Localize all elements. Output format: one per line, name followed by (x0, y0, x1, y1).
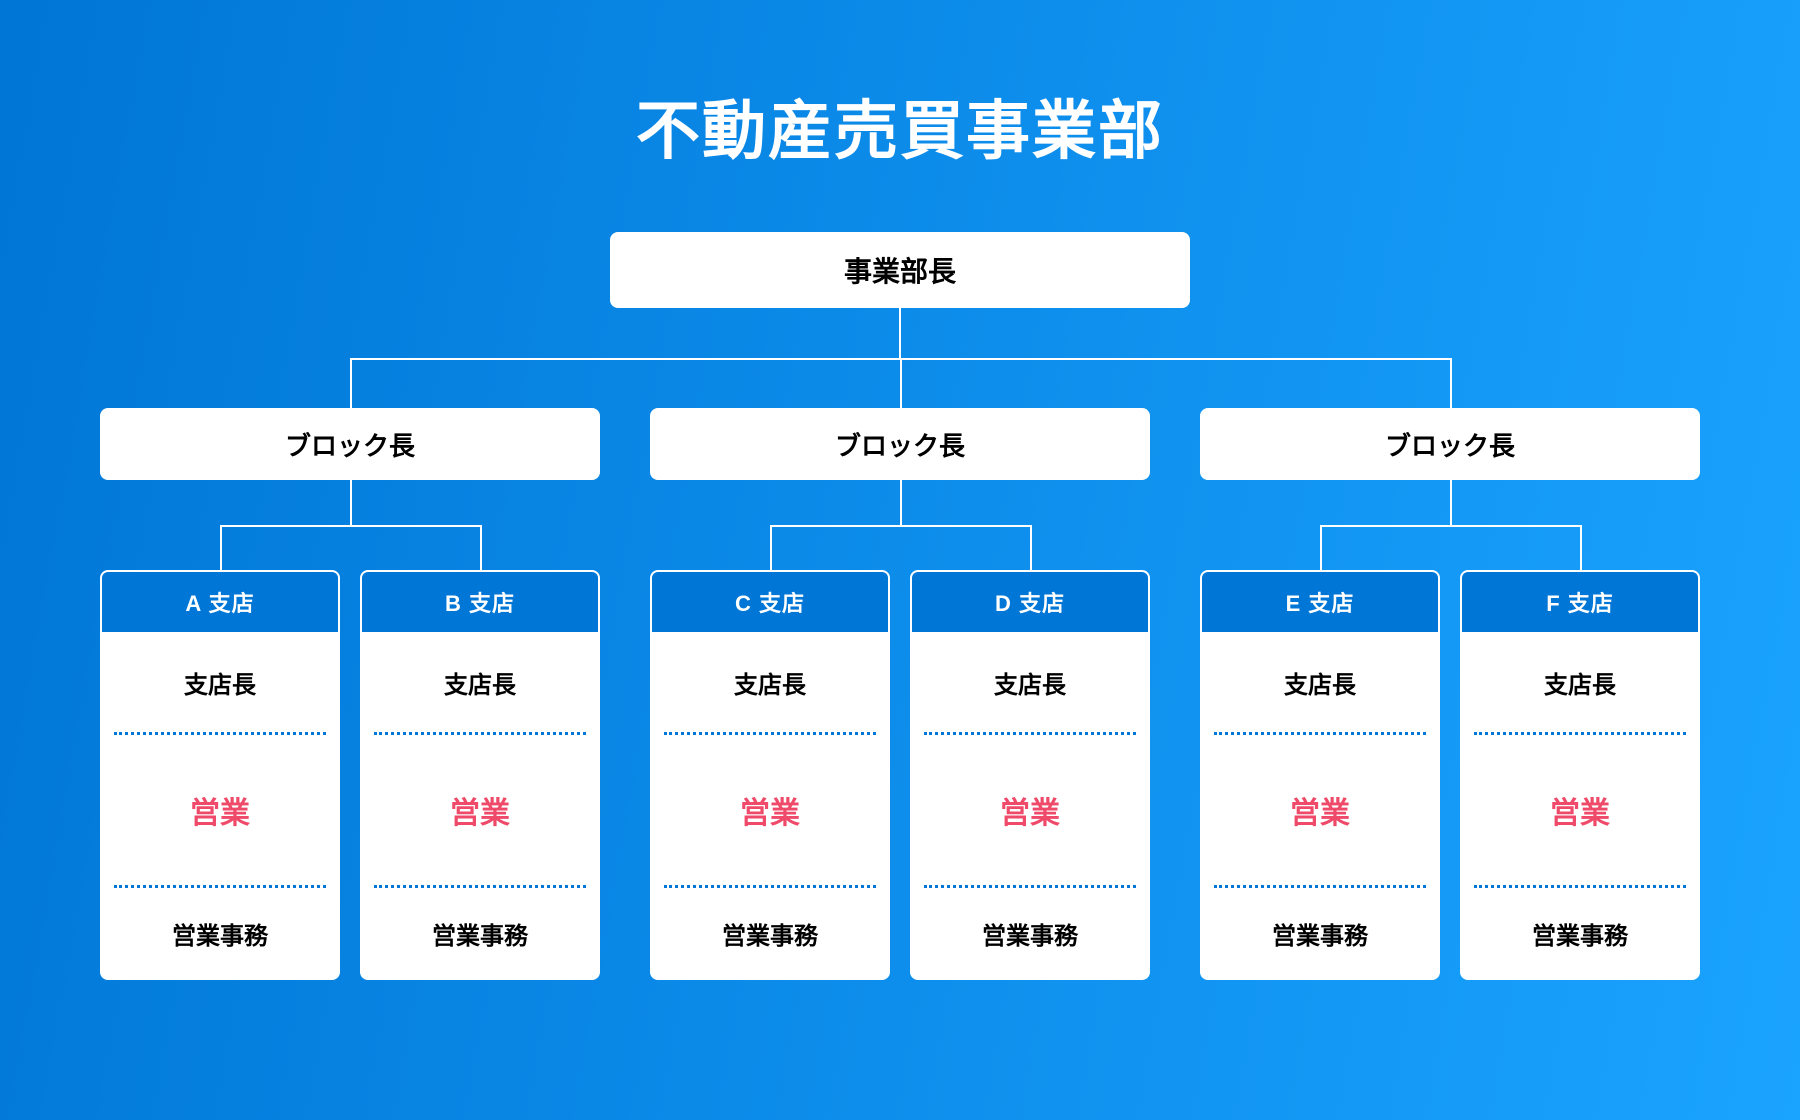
branch-clerk: 営業事務 (1202, 888, 1438, 978)
branch-manager: 支店長 (1202, 632, 1438, 732)
branch-clerk: 営業事務 (362, 888, 598, 978)
branch-name: F 支店 (1462, 572, 1698, 632)
branch-manager: 支店長 (652, 632, 888, 732)
branch-sales: 営業 (1462, 735, 1698, 885)
org-level1-label: 事業部長 (844, 250, 956, 290)
branch-name: C 支店 (652, 572, 888, 632)
org-level3-cluster: C 支店支店長営業営業事務D 支店支店長営業営業事務 (650, 570, 1150, 980)
branch-clerk: 営業事務 (102, 888, 338, 978)
branch-sales: 営業 (102, 735, 338, 885)
branch-manager: 支店長 (1462, 632, 1698, 732)
branch-manager: 支店長 (102, 632, 338, 732)
branch-sales: 営業 (1202, 735, 1438, 885)
branch-manager: 支店長 (912, 632, 1148, 732)
org-level3-cluster: A 支店支店長営業営業事務B 支店支店長営業営業事務 (100, 570, 600, 980)
branch-sales: 営業 (652, 735, 888, 885)
branch-sales: 営業 (362, 735, 598, 885)
chart-title: 不動産売買事業部 (0, 80, 1800, 172)
branch-manager: 支店長 (362, 632, 598, 732)
branch-clerk: 営業事務 (912, 888, 1148, 978)
org-level2-box: ブロック長 (1200, 408, 1700, 480)
org-level2-label: ブロック長 (1385, 426, 1515, 463)
branch-sales: 営業 (912, 735, 1148, 885)
org-level1-box: 事業部長 (610, 232, 1190, 308)
connector-lvl1-lvl2 (100, 308, 1700, 408)
branch-name: D 支店 (912, 572, 1148, 632)
branch-card: C 支店支店長営業営業事務 (650, 570, 890, 980)
org-chart-canvas: 不動産売買事業部 事業部長 ブロック長ブロック長ブロック長 A 支店支店長営業営… (0, 0, 1800, 1120)
branch-name: A 支店 (102, 572, 338, 632)
branch-clerk: 営業事務 (1462, 888, 1698, 978)
org-level3-cluster: E 支店支店長営業営業事務F 支店支店長営業営業事務 (1200, 570, 1700, 980)
org-level3-row: A 支店支店長営業営業事務B 支店支店長営業営業事務C 支店支店長営業営業事務D… (100, 570, 1700, 980)
org-level2-label: ブロック長 (835, 426, 965, 463)
chart-wrap: 事業部長 ブロック長ブロック長ブロック長 A 支店支店長営業営業事務B 支店支店… (100, 232, 1700, 980)
branch-name: E 支店 (1202, 572, 1438, 632)
branch-card: F 支店支店長営業営業事務 (1460, 570, 1700, 980)
org-level2-label: ブロック長 (285, 426, 415, 463)
branch-card: B 支店支店長営業営業事務 (360, 570, 600, 980)
branch-clerk: 営業事務 (652, 888, 888, 978)
org-level2-row: ブロック長 ブロック長 ブロック長 (100, 408, 1700, 480)
branch-card: E 支店支店長営業営業事務 (1200, 570, 1440, 980)
org-level2-box: ブロック長 (100, 408, 600, 480)
branch-name: B 支店 (362, 572, 598, 632)
org-level2-box: ブロック長 (650, 408, 1150, 480)
connector-lvl2-lvl3 (100, 480, 1700, 570)
branch-card: A 支店支店長営業営業事務 (100, 570, 340, 980)
branch-card: D 支店支店長営業営業事務 (910, 570, 1150, 980)
